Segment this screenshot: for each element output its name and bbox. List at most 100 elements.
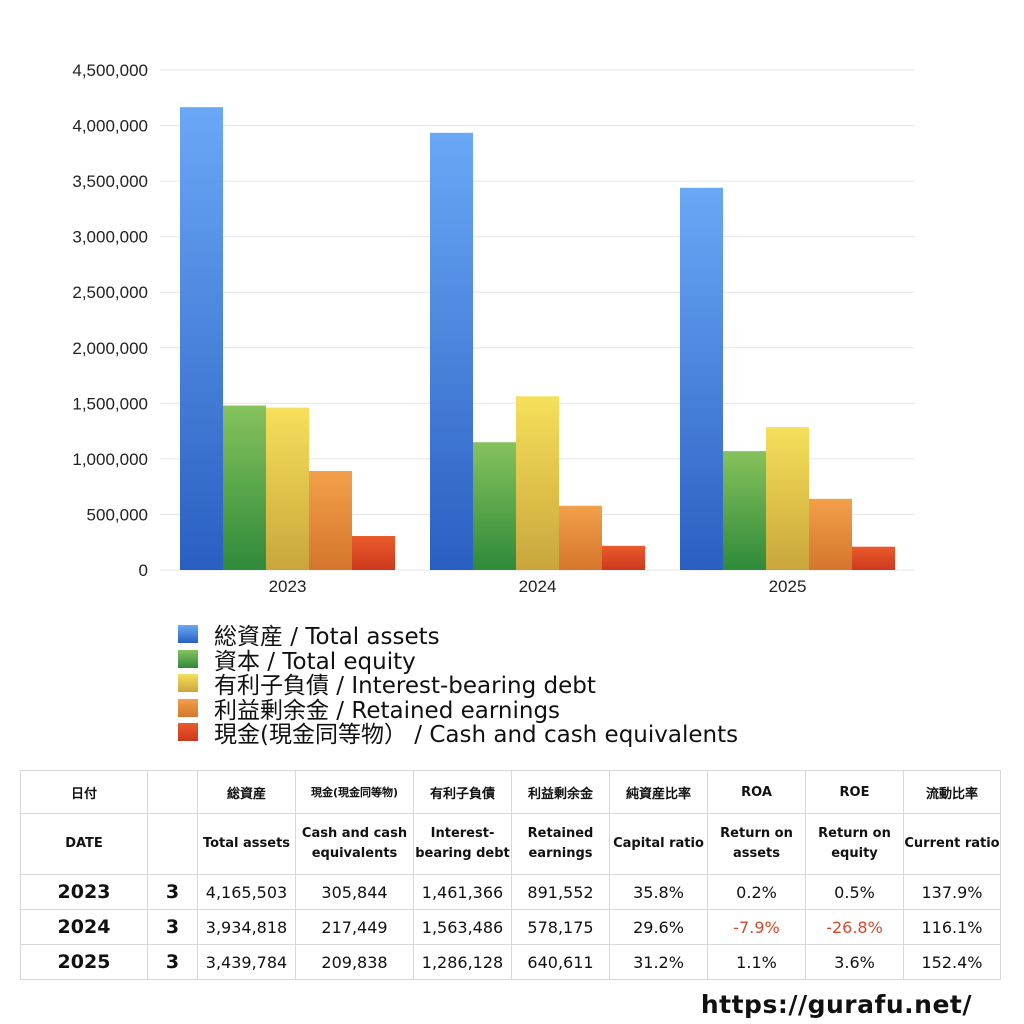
table-row: 2023 3 4,165,503 305,844 1,461,366 891,5… (20, 874, 1001, 910)
legend-item: 資本 / Total equity (178, 647, 738, 675)
header-cell: 有利子負債 (413, 770, 512, 814)
legend-item: 総資産 / Total assets (178, 622, 738, 650)
header-cell (147, 813, 198, 875)
header-cell: Return on equity (805, 813, 904, 875)
x-axis-ticks: 2023 2024 2025 (269, 577, 807, 596)
roa-cell: -7.9% (707, 909, 806, 945)
total-assets-cell: 3,934,818 (197, 909, 296, 945)
y-tick-label: 4,500,000 (72, 61, 148, 80)
financial-table: 日付 総資産 現金(現金同等物) 有利子負債 利益剰余金 純資産比率 ROA R… (20, 770, 1001, 980)
legend-label: 資本 / Total equity (214, 648, 416, 675)
legend-swatch (178, 723, 198, 742)
legend-swatch (178, 649, 198, 668)
header-cell: DATE (20, 813, 148, 875)
header-cell: 現金(現金同等物) (295, 770, 414, 814)
y-tick-label: 3,500,000 (72, 172, 148, 191)
bar (559, 505, 602, 570)
site-url: https://gurafu.net/ (700, 990, 972, 1019)
x-tick-label: 2024 (519, 577, 557, 596)
x-tick-label: 2025 (769, 577, 807, 596)
table-row: 2025 3 3,439,784 209,838 1,286,128 640,6… (20, 944, 1001, 980)
bar (516, 396, 559, 570)
y-tick-label: 1,500,000 (72, 394, 148, 413)
header-cell: Capital ratio (609, 813, 708, 875)
bar-chart: 4,500,000 4,000,000 3,500,000 3,000,000 2,50… (72, 61, 914, 596)
x-tick-label: 2023 (269, 577, 307, 596)
y-tick-label: 3,000,000 (72, 228, 148, 247)
year-cell: 2023 (20, 874, 148, 910)
table-header-jp: 日付 総資産 現金(現金同等物) 有利子負債 利益剰余金 純資産比率 ROA R… (20, 770, 1001, 814)
bar (266, 407, 309, 570)
y-tick-label: 1,000,000 (72, 450, 148, 469)
year-cell: 2024 (20, 909, 148, 945)
retained-cell: 578,175 (511, 909, 610, 945)
header-cell: 総資産 (197, 770, 296, 814)
legend-swatch (178, 674, 198, 693)
bar (473, 442, 516, 570)
bar (602, 545, 645, 570)
current-ratio-cell: 137.9% (903, 874, 1001, 910)
y-axis-ticks: 4,500,000 4,000,000 3,500,000 3,000,000 2,50… (72, 61, 148, 580)
header-cell: 利益剰余金 (511, 770, 610, 814)
retained-cell: 891,552 (511, 874, 610, 910)
year-cell: 2025 (20, 944, 148, 980)
bar (180, 107, 223, 571)
legend-label: 現金(現金同等物） / Cash and cash equivalents (214, 722, 739, 749)
total-assets-cell: 4,165,503 (197, 874, 296, 910)
header-cell: Return on assets (707, 813, 806, 875)
legend-swatch (178, 625, 198, 644)
bar (680, 187, 723, 571)
header-cell: ROE (805, 770, 904, 814)
month-cell: 3 (147, 944, 198, 980)
header-cell: 流動比率 (903, 770, 1001, 814)
cash-cell: 209,838 (295, 944, 414, 980)
roa-cell: 0.2% (707, 874, 806, 910)
header-cell: 日付 (20, 770, 148, 814)
capital-ratio-cell: 35.8% (609, 874, 708, 910)
legend-item: 利益剰余金 / Retained earnings (178, 696, 738, 724)
retained-cell: 640,611 (511, 944, 610, 980)
roe-cell: 3.6% (805, 944, 904, 980)
bar (852, 546, 895, 570)
debt-cell: 1,563,486 (413, 909, 512, 945)
table-row: 2024 3 3,934,818 217,449 1,563,486 578,1… (20, 909, 1001, 945)
y-tick-label: 2,000,000 (72, 339, 148, 358)
capital-ratio-cell: 29.6% (609, 909, 708, 945)
y-tick-label: 500,000 (87, 505, 148, 524)
bar (223, 405, 266, 570)
debt-cell: 1,461,366 (413, 874, 512, 910)
bar (430, 132, 473, 570)
total-assets-cell: 3,439,784 (197, 944, 296, 980)
roa-cell: 1.1% (707, 944, 806, 980)
header-cell: Cash and cash equivalents (295, 813, 414, 875)
bar (723, 451, 766, 570)
y-tick-label: 0 (139, 561, 148, 580)
legend-swatch (178, 698, 198, 717)
debt-cell: 1,286,128 (413, 944, 512, 980)
current-ratio-cell: 116.1% (903, 909, 1001, 945)
legend-item: 現金(現金同等物） / Cash and cash equivalents (178, 720, 738, 748)
cash-cell: 217,449 (295, 909, 414, 945)
table-header-en: DATE Total assets Cash and cash equivale… (20, 813, 1001, 875)
roe-cell: 0.5% (805, 874, 904, 910)
header-cell: Interest-bearing debt (413, 813, 512, 875)
bar (352, 536, 395, 570)
y-tick-label: 4,000,000 (72, 117, 148, 136)
legend-label: 有利子負債 / Interest-bearing debt (214, 673, 596, 700)
legend-item: 有利子負債 / Interest-bearing debt (178, 671, 738, 699)
current-ratio-cell: 152.4% (903, 944, 1001, 980)
bar (309, 470, 352, 570)
header-cell: ROA (707, 770, 806, 814)
month-cell: 3 (147, 874, 198, 910)
legend-label: 利益剰余金 / Retained earnings (214, 697, 561, 724)
header-cell: 純資産比率 (609, 770, 708, 814)
bar (766, 427, 809, 570)
capital-ratio-cell: 31.2% (609, 944, 708, 980)
legend-label: 総資産 / Total assets (214, 624, 440, 651)
header-cell (147, 770, 198, 814)
bars (180, 107, 895, 571)
bar (809, 498, 852, 570)
y-tick-label: 2,500,000 (72, 283, 148, 302)
cash-cell: 305,844 (295, 874, 414, 910)
roe-cell: -26.8% (805, 909, 904, 945)
